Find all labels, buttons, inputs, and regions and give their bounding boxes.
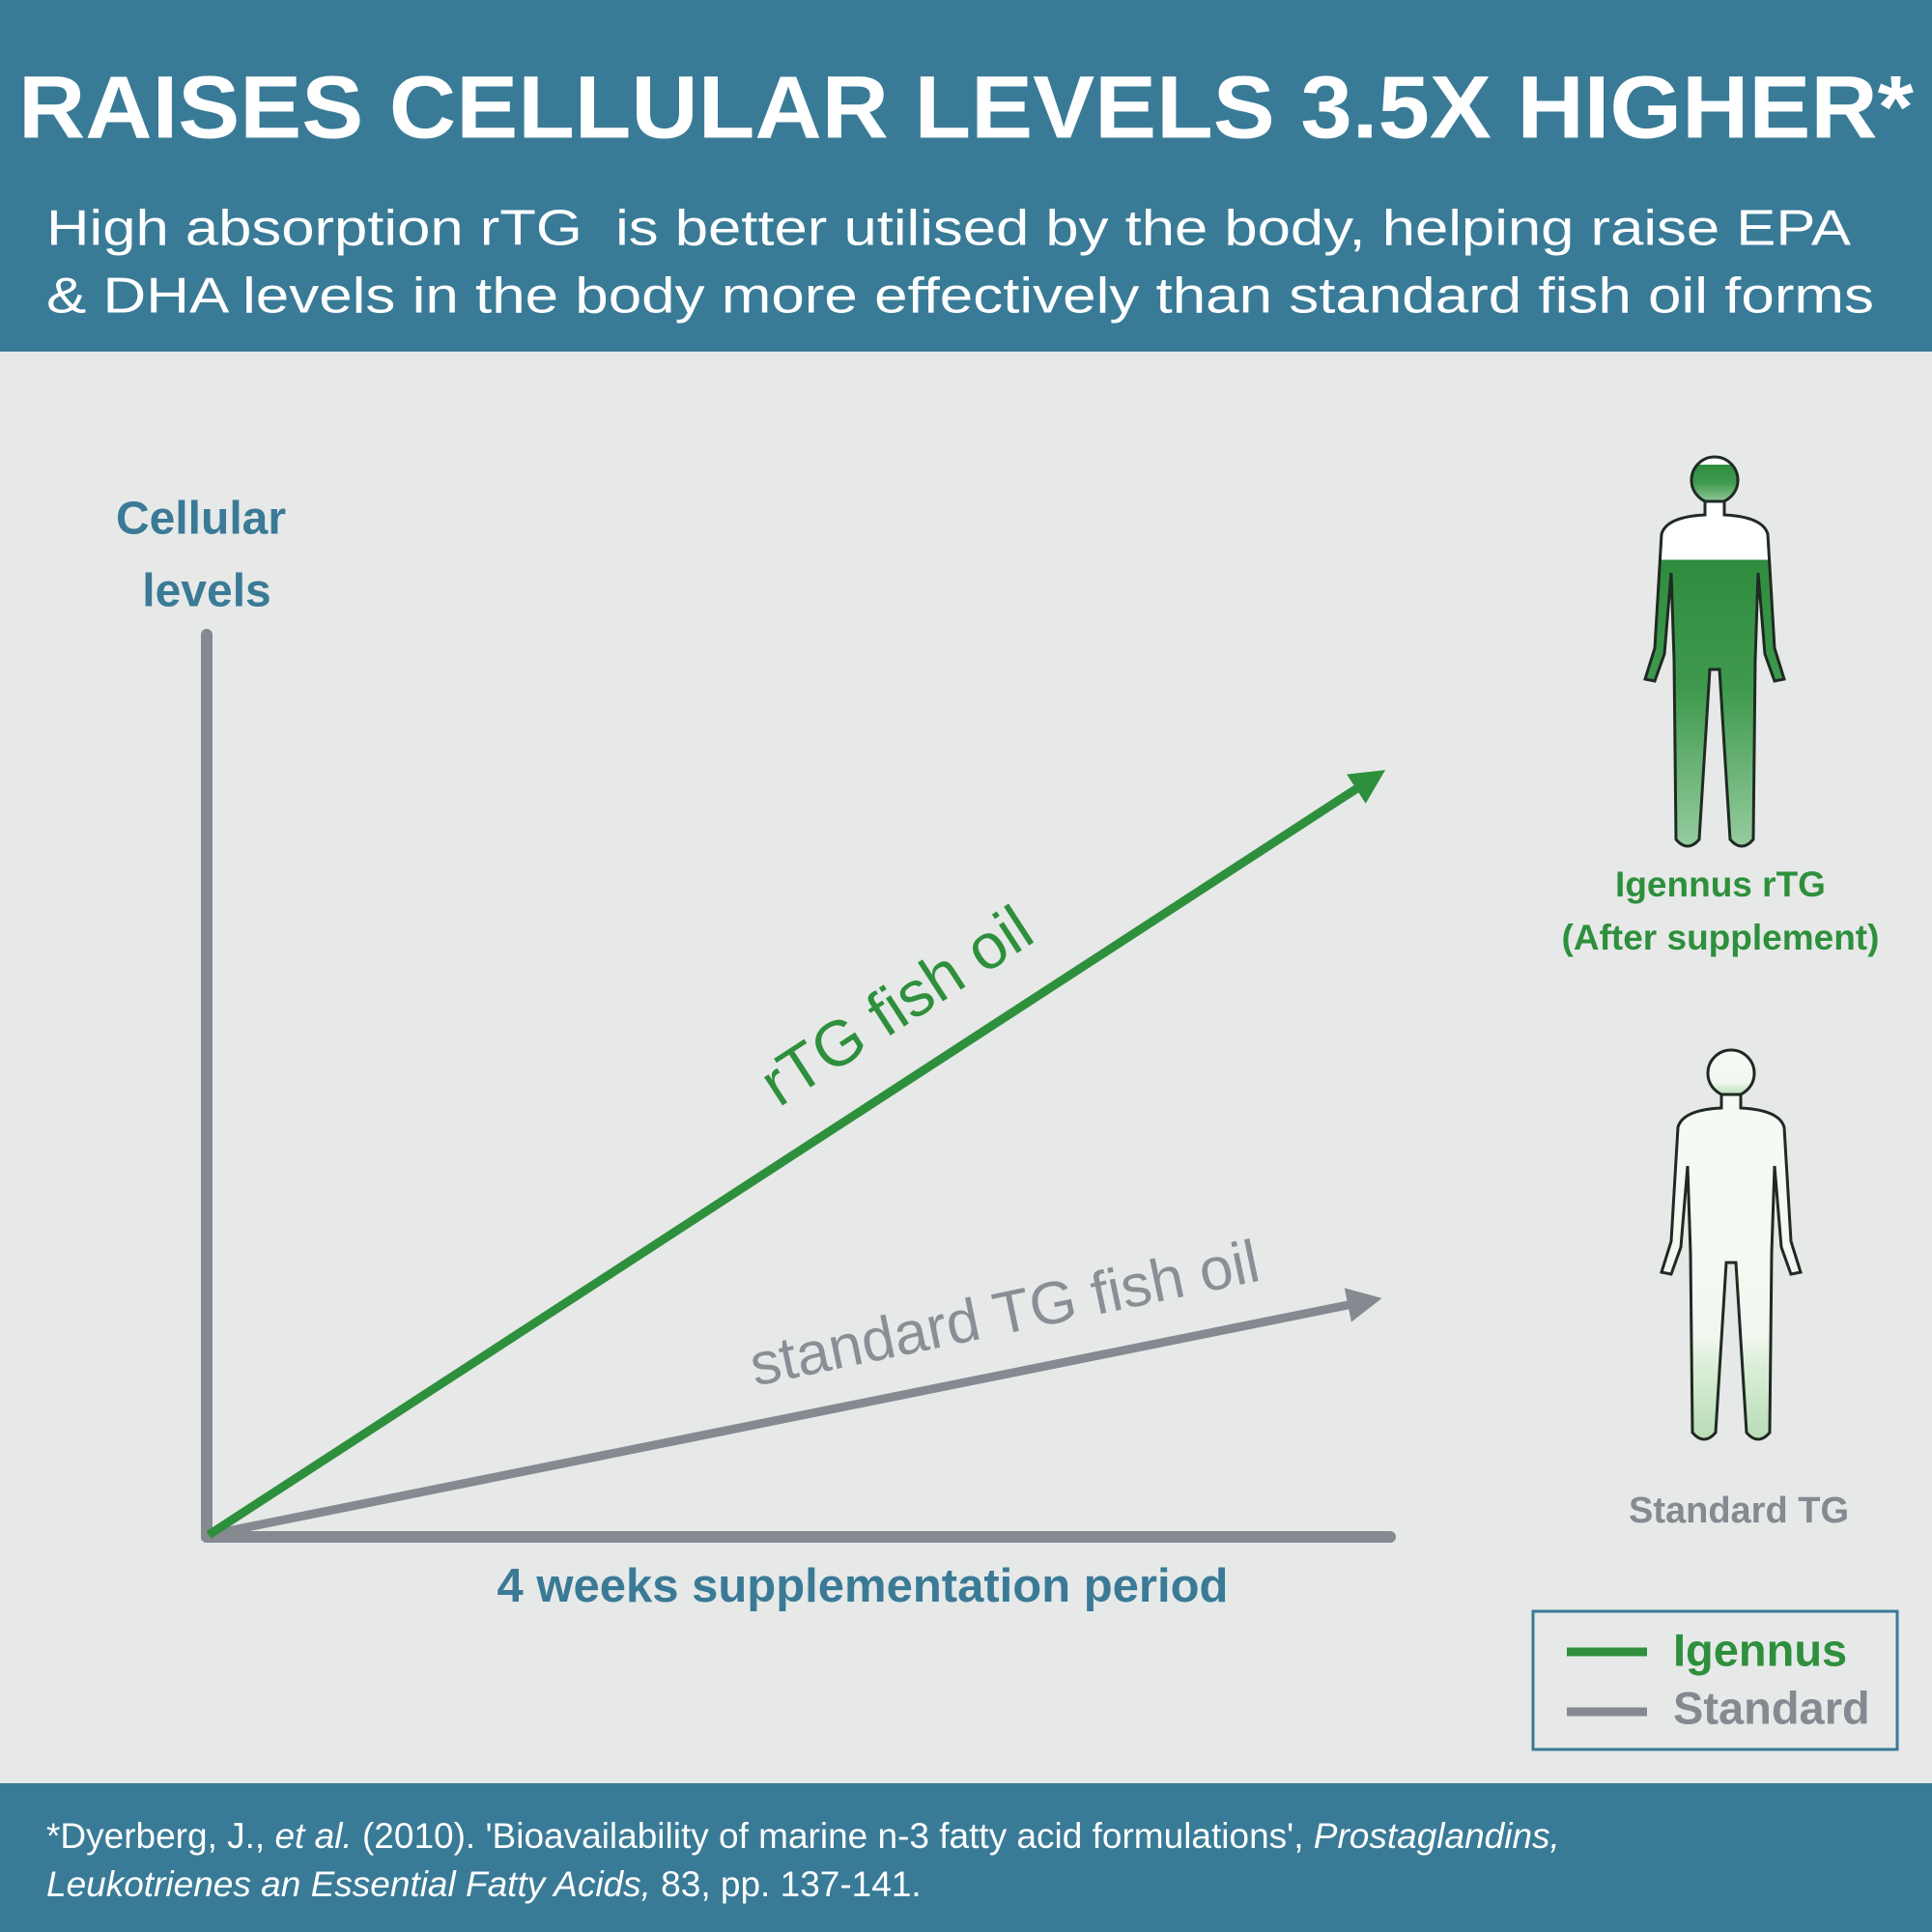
subtitle-line: & DHA levels in the body more effectivel… (46, 269, 1874, 325)
footer-band (0, 1783, 1932, 1932)
y-axis-label: levels (142, 566, 270, 617)
footnote-part: et al. (274, 1816, 352, 1856)
x-axis-label: 4 weeks supplementation period (497, 1560, 1229, 1612)
footnote-part: 83, pp. 137-141. (651, 1864, 922, 1904)
y-axis-label: Cellular (116, 494, 286, 545)
figure-label: (After supplement) (1562, 918, 1880, 957)
body-band (0, 352, 1932, 1783)
header-band (0, 0, 1932, 352)
standard-arrow (208, 1288, 1382, 1540)
legend-label: Standard (1673, 1682, 1870, 1733)
figure-label: Standard TG (1629, 1491, 1849, 1531)
legend-label: Igennus (1673, 1624, 1847, 1675)
figure-label: Igennus rTG (1615, 865, 1826, 904)
rtg-arrow (206, 770, 1386, 1539)
title: RAISES CELLULAR LEVELS 3.5X HIGHER* (18, 58, 1914, 156)
legend-box (1531, 1609, 1899, 1751)
footnote-part: *Dyerberg, J., (46, 1816, 274, 1856)
footnote-line: *Dyerberg, J., et al. (2010). 'Bioavaila… (46, 1816, 1560, 1856)
footnote-part: Leukotrienes an Essential Fatty Acids, (46, 1864, 651, 1904)
footnote-line: Leukotrienes an Essential Fatty Acids, 8… (46, 1864, 922, 1904)
footnote-part: (2010). 'Bioavailability of marine n-3 f… (353, 1816, 1314, 1856)
subtitle-line: High absorption rTG is better utilised b… (46, 201, 1851, 257)
footnote-part: Prostaglandins, (1314, 1816, 1560, 1856)
